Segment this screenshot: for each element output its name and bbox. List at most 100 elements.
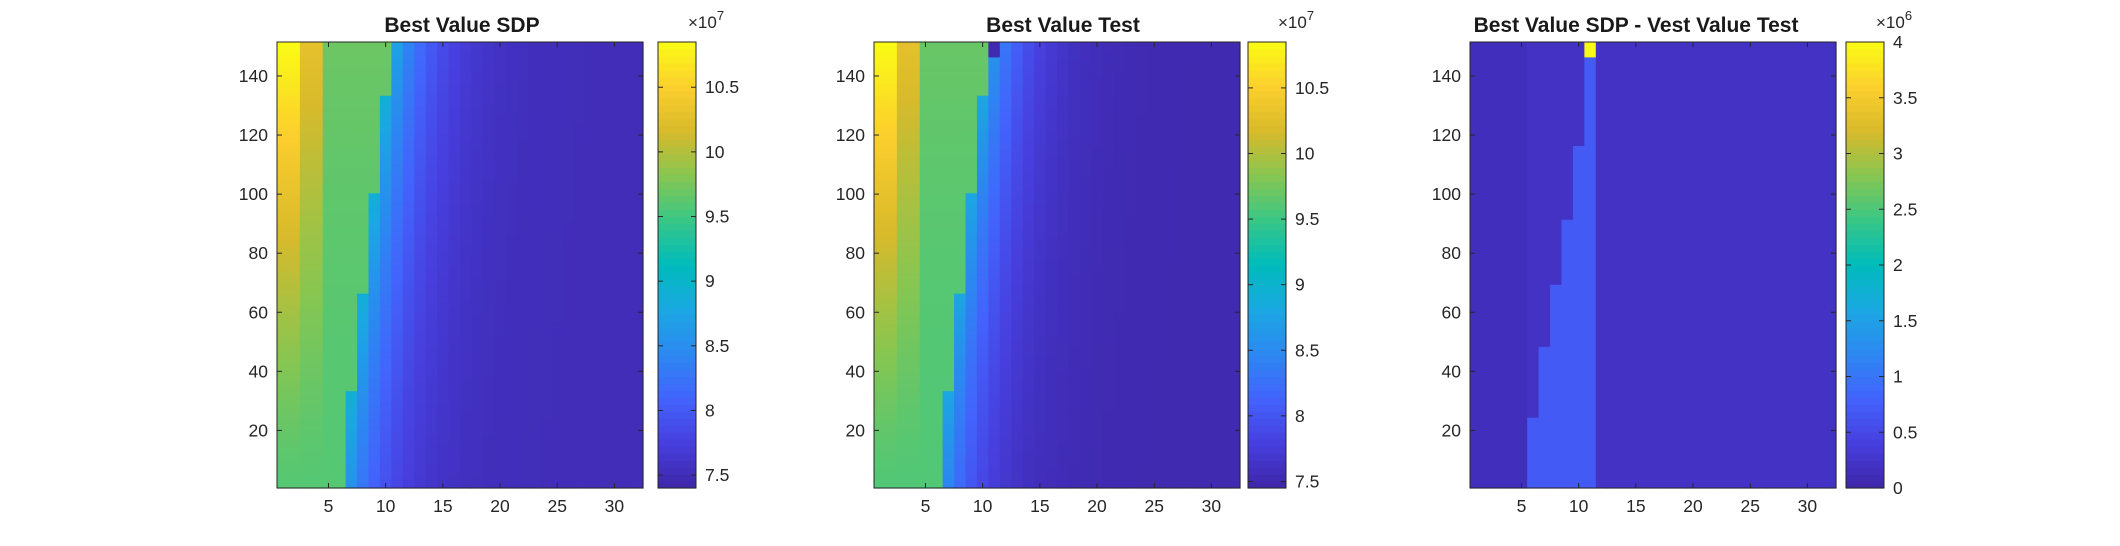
heatmap-cell bbox=[885, 210, 898, 214]
heatmap-cell bbox=[414, 136, 427, 144]
heatmap-cell bbox=[919, 133, 932, 144]
heatmap-cell bbox=[288, 337, 301, 341]
heatmap-cell bbox=[277, 50, 290, 55]
heatmap-cell bbox=[885, 62, 898, 67]
heatmap-cell bbox=[885, 106, 898, 111]
heatmap-cell bbox=[402, 56, 415, 61]
heatmap-cell bbox=[288, 408, 301, 412]
heatmap-cell bbox=[908, 222, 921, 226]
heatmap-cell bbox=[299, 428, 312, 436]
heatmap-cell bbox=[931, 372, 944, 398]
heatmap-cell bbox=[334, 307, 347, 324]
heatmap-cell bbox=[368, 106, 381, 114]
heatmap-cell bbox=[288, 183, 301, 188]
heatmap-cell bbox=[976, 269, 989, 273]
heatmap-cell bbox=[1091, 437, 1104, 489]
heatmap-cell bbox=[288, 104, 301, 108]
heatmap-cell bbox=[942, 263, 955, 282]
heatmap-cell bbox=[1011, 228, 1024, 235]
heatmap-cell bbox=[988, 71, 1001, 76]
heatmap-cell bbox=[885, 148, 898, 152]
heatmap-cell bbox=[299, 248, 312, 253]
heatmap-cell bbox=[391, 44, 404, 49]
heatmap-cell bbox=[345, 118, 358, 132]
x-tick-label: 30 bbox=[605, 496, 625, 516]
heatmap-cell bbox=[942, 485, 955, 489]
heatmap-cell bbox=[896, 301, 909, 306]
heatmap-cell bbox=[988, 148, 1001, 152]
heatmap-cell bbox=[931, 118, 944, 132]
heatmap-cell bbox=[357, 417, 370, 421]
heatmap-cell bbox=[425, 213, 438, 220]
heatmap-cell bbox=[954, 352, 967, 356]
heatmap-cell bbox=[999, 417, 1012, 424]
heatmap-cell bbox=[379, 233, 392, 238]
heatmap-cell bbox=[277, 346, 290, 350]
heatmap-cell bbox=[896, 130, 909, 135]
colorbar-segment bbox=[1248, 265, 1286, 273]
heatmap-cell bbox=[885, 358, 898, 362]
heatmap-cell bbox=[448, 42, 461, 49]
heatmap-cell bbox=[402, 479, 415, 486]
heatmap-cell bbox=[311, 231, 324, 235]
heatmap-cell bbox=[391, 86, 404, 90]
heatmap-cell bbox=[299, 423, 312, 427]
heatmap-cell bbox=[1057, 284, 1070, 306]
heatmap-cell bbox=[299, 145, 312, 149]
heatmap-cell bbox=[357, 316, 370, 321]
heatmap-cell bbox=[368, 257, 381, 262]
heatmap-cell bbox=[379, 130, 392, 135]
heatmap-cell bbox=[896, 71, 909, 76]
heatmap-cell bbox=[277, 222, 290, 226]
heatmap-cell bbox=[896, 145, 909, 149]
heatmap-cell bbox=[345, 322, 358, 336]
heatmap-cell bbox=[494, 50, 507, 55]
heatmap-cell bbox=[896, 399, 909, 403]
heatmap-cell bbox=[874, 363, 887, 368]
heatmap-cell bbox=[999, 210, 1012, 214]
colorbar-segment bbox=[658, 348, 696, 357]
heatmap-cell bbox=[874, 44, 887, 49]
heatmap-cell bbox=[896, 449, 909, 454]
heatmap-cell bbox=[885, 80, 898, 84]
heatmap-cell bbox=[311, 121, 324, 126]
heatmap-cell bbox=[896, 402, 909, 406]
heatmap-cell bbox=[540, 104, 553, 232]
heatmap-cell bbox=[357, 363, 370, 368]
heatmap-cell bbox=[288, 74, 301, 79]
heatmap-cell bbox=[322, 186, 335, 200]
heatmap-cell bbox=[976, 310, 989, 315]
heatmap-cell bbox=[505, 307, 518, 374]
heatmap-cell bbox=[288, 195, 301, 200]
heatmap-cell bbox=[976, 437, 989, 442]
heatmap-cell bbox=[311, 266, 324, 271]
heatmap-cell bbox=[357, 328, 370, 333]
heatmap-cell bbox=[874, 169, 887, 173]
heatmap-cell bbox=[1091, 343, 1104, 439]
heatmap-cell bbox=[277, 236, 290, 241]
heatmap-cell bbox=[368, 148, 381, 158]
heatmap-cell bbox=[448, 334, 461, 338]
heatmap-cell bbox=[908, 322, 921, 327]
heatmap-cell bbox=[874, 366, 887, 371]
heatmap-cell bbox=[1011, 77, 1024, 81]
heatmap-cell bbox=[874, 136, 887, 141]
heatmap-cell bbox=[1045, 298, 1058, 312]
heatmap-cell bbox=[908, 387, 921, 392]
heatmap-cell bbox=[425, 369, 438, 377]
heatmap-cell bbox=[896, 455, 909, 463]
heatmap-cell bbox=[965, 473, 978, 480]
heatmap-cell bbox=[277, 118, 290, 123]
heatmap-cell bbox=[357, 449, 370, 454]
heatmap-cell bbox=[288, 458, 301, 463]
colorbar-segment bbox=[658, 313, 696, 322]
heatmap-cell bbox=[976, 390, 989, 395]
heatmap-cell bbox=[1022, 420, 1035, 436]
heatmap-cell bbox=[896, 428, 909, 433]
heatmap-cell bbox=[322, 112, 335, 120]
heatmap-cell bbox=[448, 59, 461, 70]
heatmap-cell bbox=[1057, 304, 1070, 312]
heatmap-cell bbox=[311, 242, 324, 247]
heatmap-cell bbox=[299, 275, 312, 279]
heatmap-cell bbox=[460, 74, 473, 81]
